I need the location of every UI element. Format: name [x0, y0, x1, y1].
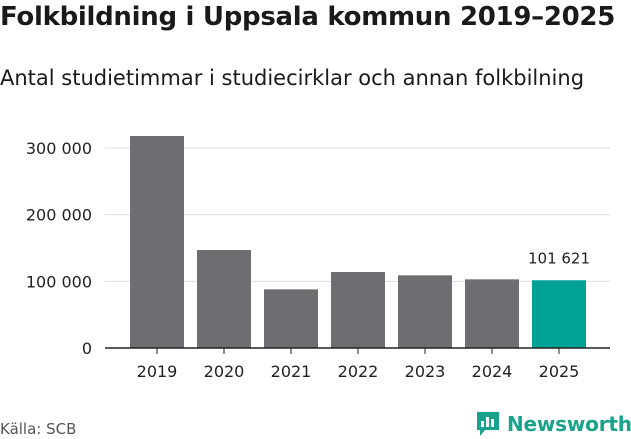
- y-tick-label: 300 000: [26, 139, 92, 158]
- y-tick-label: 0: [82, 339, 92, 358]
- chart-subtitle: Antal studietimmar i studiecirklar och a…: [0, 66, 585, 90]
- bar-2025: [532, 280, 586, 348]
- x-tick-label: 2023: [405, 362, 446, 381]
- y-tick-label: 200 000: [26, 206, 92, 225]
- bar-2019: [130, 136, 184, 348]
- chart-title: Folkbildning i Uppsala kommun 2019–2025: [0, 2, 615, 32]
- x-axis-ticks: 2019 2020 2021 2022 2023 2024 2025: [137, 362, 580, 381]
- data-label: 101 621: [528, 249, 590, 267]
- y-axis-ticks: 0 100 000 200 000 300 000: [26, 139, 92, 358]
- bar-2022: [331, 272, 385, 348]
- bar-2021: [264, 289, 318, 348]
- bar-2024: [465, 279, 519, 348]
- x-axis: [105, 347, 610, 354]
- bar-2020: [197, 250, 251, 348]
- x-tick-label: 2021: [271, 362, 312, 381]
- y-tick-label: 100 000: [26, 272, 92, 291]
- newsworthy-logo-icon: [477, 412, 499, 436]
- bars: [130, 136, 586, 348]
- source-note: Källa: SCB: [0, 420, 77, 438]
- x-tick-label: 2019: [137, 362, 178, 381]
- bar-2023: [398, 275, 452, 348]
- x-tick-label: 2022: [338, 362, 379, 381]
- x-tick-label: 2024: [472, 362, 513, 381]
- x-tick-label: 2025: [539, 362, 580, 381]
- data-labels: 101 621: [528, 249, 590, 267]
- brand-name: Newsworthy: [507, 412, 631, 436]
- brand[interactable]: Newsworthy: [475, 410, 631, 438]
- x-tick-label: 2020: [204, 362, 245, 381]
